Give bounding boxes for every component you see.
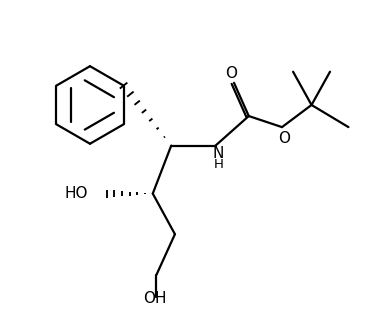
Text: H: H — [214, 158, 224, 171]
Text: O: O — [278, 131, 290, 146]
Text: N: N — [213, 146, 224, 161]
Text: OH: OH — [143, 291, 166, 306]
Text: HO: HO — [65, 186, 88, 201]
Text: O: O — [225, 66, 237, 81]
